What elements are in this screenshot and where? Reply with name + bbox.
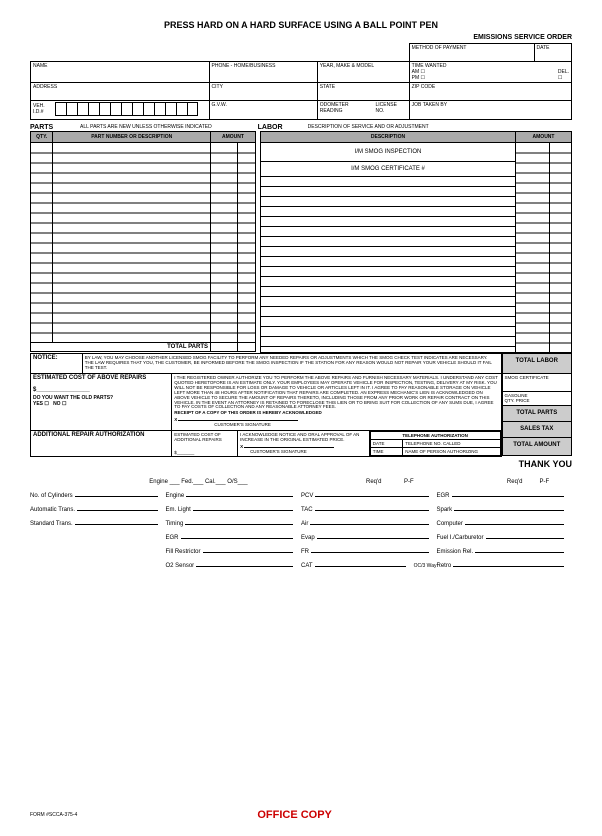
notice-section: NOTICE: BY LAW, YOU MAY CHOOSE ANOTHER L… (30, 353, 502, 457)
total-parts: TOTAL PARTS (31, 343, 211, 352)
totals-column: TOTAL LABOR SMOG CERTIFICATE GASOLINEQTY… (502, 353, 572, 456)
thank-you: THANK YOU (30, 459, 572, 469)
date-field[interactable]: DATE (534, 44, 572, 62)
name-field[interactable]: NAME (31, 62, 210, 83)
total-parts-box: TOTAL PARTS (502, 406, 571, 422)
address-field[interactable]: ADDRESS (31, 83, 210, 101)
method-payment[interactable]: METHOD OF PAYMENT (409, 44, 534, 62)
license[interactable]: LICENSE NO. (374, 101, 409, 119)
parts-label: PARTS (30, 124, 80, 131)
gvw-field[interactable]: G.V.W. (209, 101, 317, 120)
parts-table: QTY.PART NUMBER OR DESCRIPTIONAMOUNT TOT… (30, 131, 256, 352)
phone-field[interactable]: PHONE - HOME/BUSINESS (209, 62, 317, 83)
job-taken[interactable]: JOB TAKEN BY (409, 101, 571, 120)
labor-sub: DESCRIPTION OF SERVICE AND OR ADJUSTMENT (308, 124, 429, 131)
header-table: METHOD OF PAYMENT DATE NAME PHONE - HOME… (30, 43, 572, 120)
time-wanted[interactable]: TIME WANTEDAM ☐ DEL.☐PM ☐ (409, 62, 571, 83)
city-field[interactable]: CITY (209, 83, 317, 101)
total-amount: TOTAL AMOUNT (502, 438, 571, 456)
sales-tax: SALES TAX (502, 422, 571, 438)
checklist: Engine ___ Fed.___ Cal.___ O/S___ Req'd … (30, 479, 572, 569)
smog-inspection: I/M SMOG INSPECTION (261, 143, 515, 162)
page-title: PRESS HARD ON A HARD SURFACE USING A BAL… (30, 20, 572, 30)
state-field[interactable]: STATE (317, 83, 409, 101)
labor-table: DESCRIPTIONAMOUNT I/M SMOG INSPECTION I/… (260, 131, 572, 353)
smog-cert: I/M SMOG CERTIFICATE # (261, 162, 515, 177)
form-number: FORM #SCCA-375-4 (30, 812, 77, 818)
subtitle: EMISSIONS SERVICE ORDER (30, 34, 572, 41)
year-make-field[interactable]: YEAR, MAKE & MODEL (317, 62, 409, 83)
parts-sub: ALL PARTS ARE NEW UNLESS OTHERWISE INDIC… (80, 124, 212, 131)
labor-label: LABOR (258, 124, 308, 131)
zip-field[interactable]: ZIP CODE (409, 83, 571, 101)
veh-id[interactable]: VEH. I.D.# (31, 101, 210, 120)
office-copy: OFFICE COPY (257, 809, 332, 821)
odometer[interactable]: ODOMETER READING (318, 101, 374, 119)
total-labor: TOTAL LABOR (502, 354, 571, 374)
